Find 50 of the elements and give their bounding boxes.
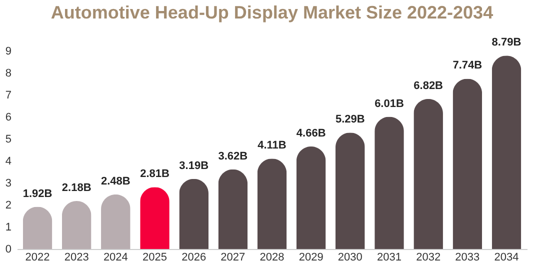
data-label: 2.18B [62,182,92,194]
x-tick-label: 2025 [142,252,167,264]
bar [414,98,443,249]
bar [22,206,52,249]
data-label: 2.81B [140,168,170,180]
x-tick-label: 2023 [64,252,89,264]
bar [452,78,482,249]
x-tick-label: 2026 [182,252,206,264]
data-label: 3.62B [218,150,248,162]
x-tick-label: 2029 [298,252,324,264]
bar [218,169,248,249]
bar [492,56,522,249]
data-label: 2.48B [101,175,130,188]
x-tick-label: 2024 [103,252,128,264]
x-tick-label: 2022 [25,252,50,264]
y-tick-label: 8 [5,68,12,80]
x-tick-label: 2030 [338,252,362,264]
x-tick-label: 2033 [455,252,480,264]
x-tick-label: 2031 [377,252,402,264]
data-label: 4.11B [258,140,286,152]
y-tick-label: 9 [5,46,12,58]
data-label: 5.29B [335,114,365,126]
x-tick-label: 2028 [260,252,284,264]
bar [374,116,404,249]
bar [336,132,365,249]
y-tick-label: 6 [5,112,12,124]
data-label: 6.01B [374,98,404,110]
x-tick-label: 2032 [416,252,441,264]
y-tick-label: 0 [5,244,12,256]
bar [296,146,326,249]
y-tick-label: 2 [5,200,12,212]
x-tick-label: 2034 [494,252,519,264]
data-label: 7.74B [452,60,482,72]
bar [179,178,208,249]
data-label: 4.66B [296,127,326,140]
y-tick-label: 1 [5,222,12,234]
x-tick-label: 2027 [220,252,246,264]
bar [62,201,92,249]
data-label: 1.92B [22,188,52,200]
bar [257,158,287,249]
y-tick-label: 3 [5,178,12,190]
data-label: 3.19B [179,160,209,172]
data-label: 8.79B [492,36,522,49]
y-tick-label: 4 [5,156,12,168]
bar [101,194,130,249]
bar [140,187,170,249]
data-label: 6.82B [414,80,444,92]
chart-title: Automotive Head-Up Display Market Size 2022-2034 [50,2,494,23]
y-tick-label: 5 [5,134,12,146]
y-tick-label: 7 [5,90,12,102]
